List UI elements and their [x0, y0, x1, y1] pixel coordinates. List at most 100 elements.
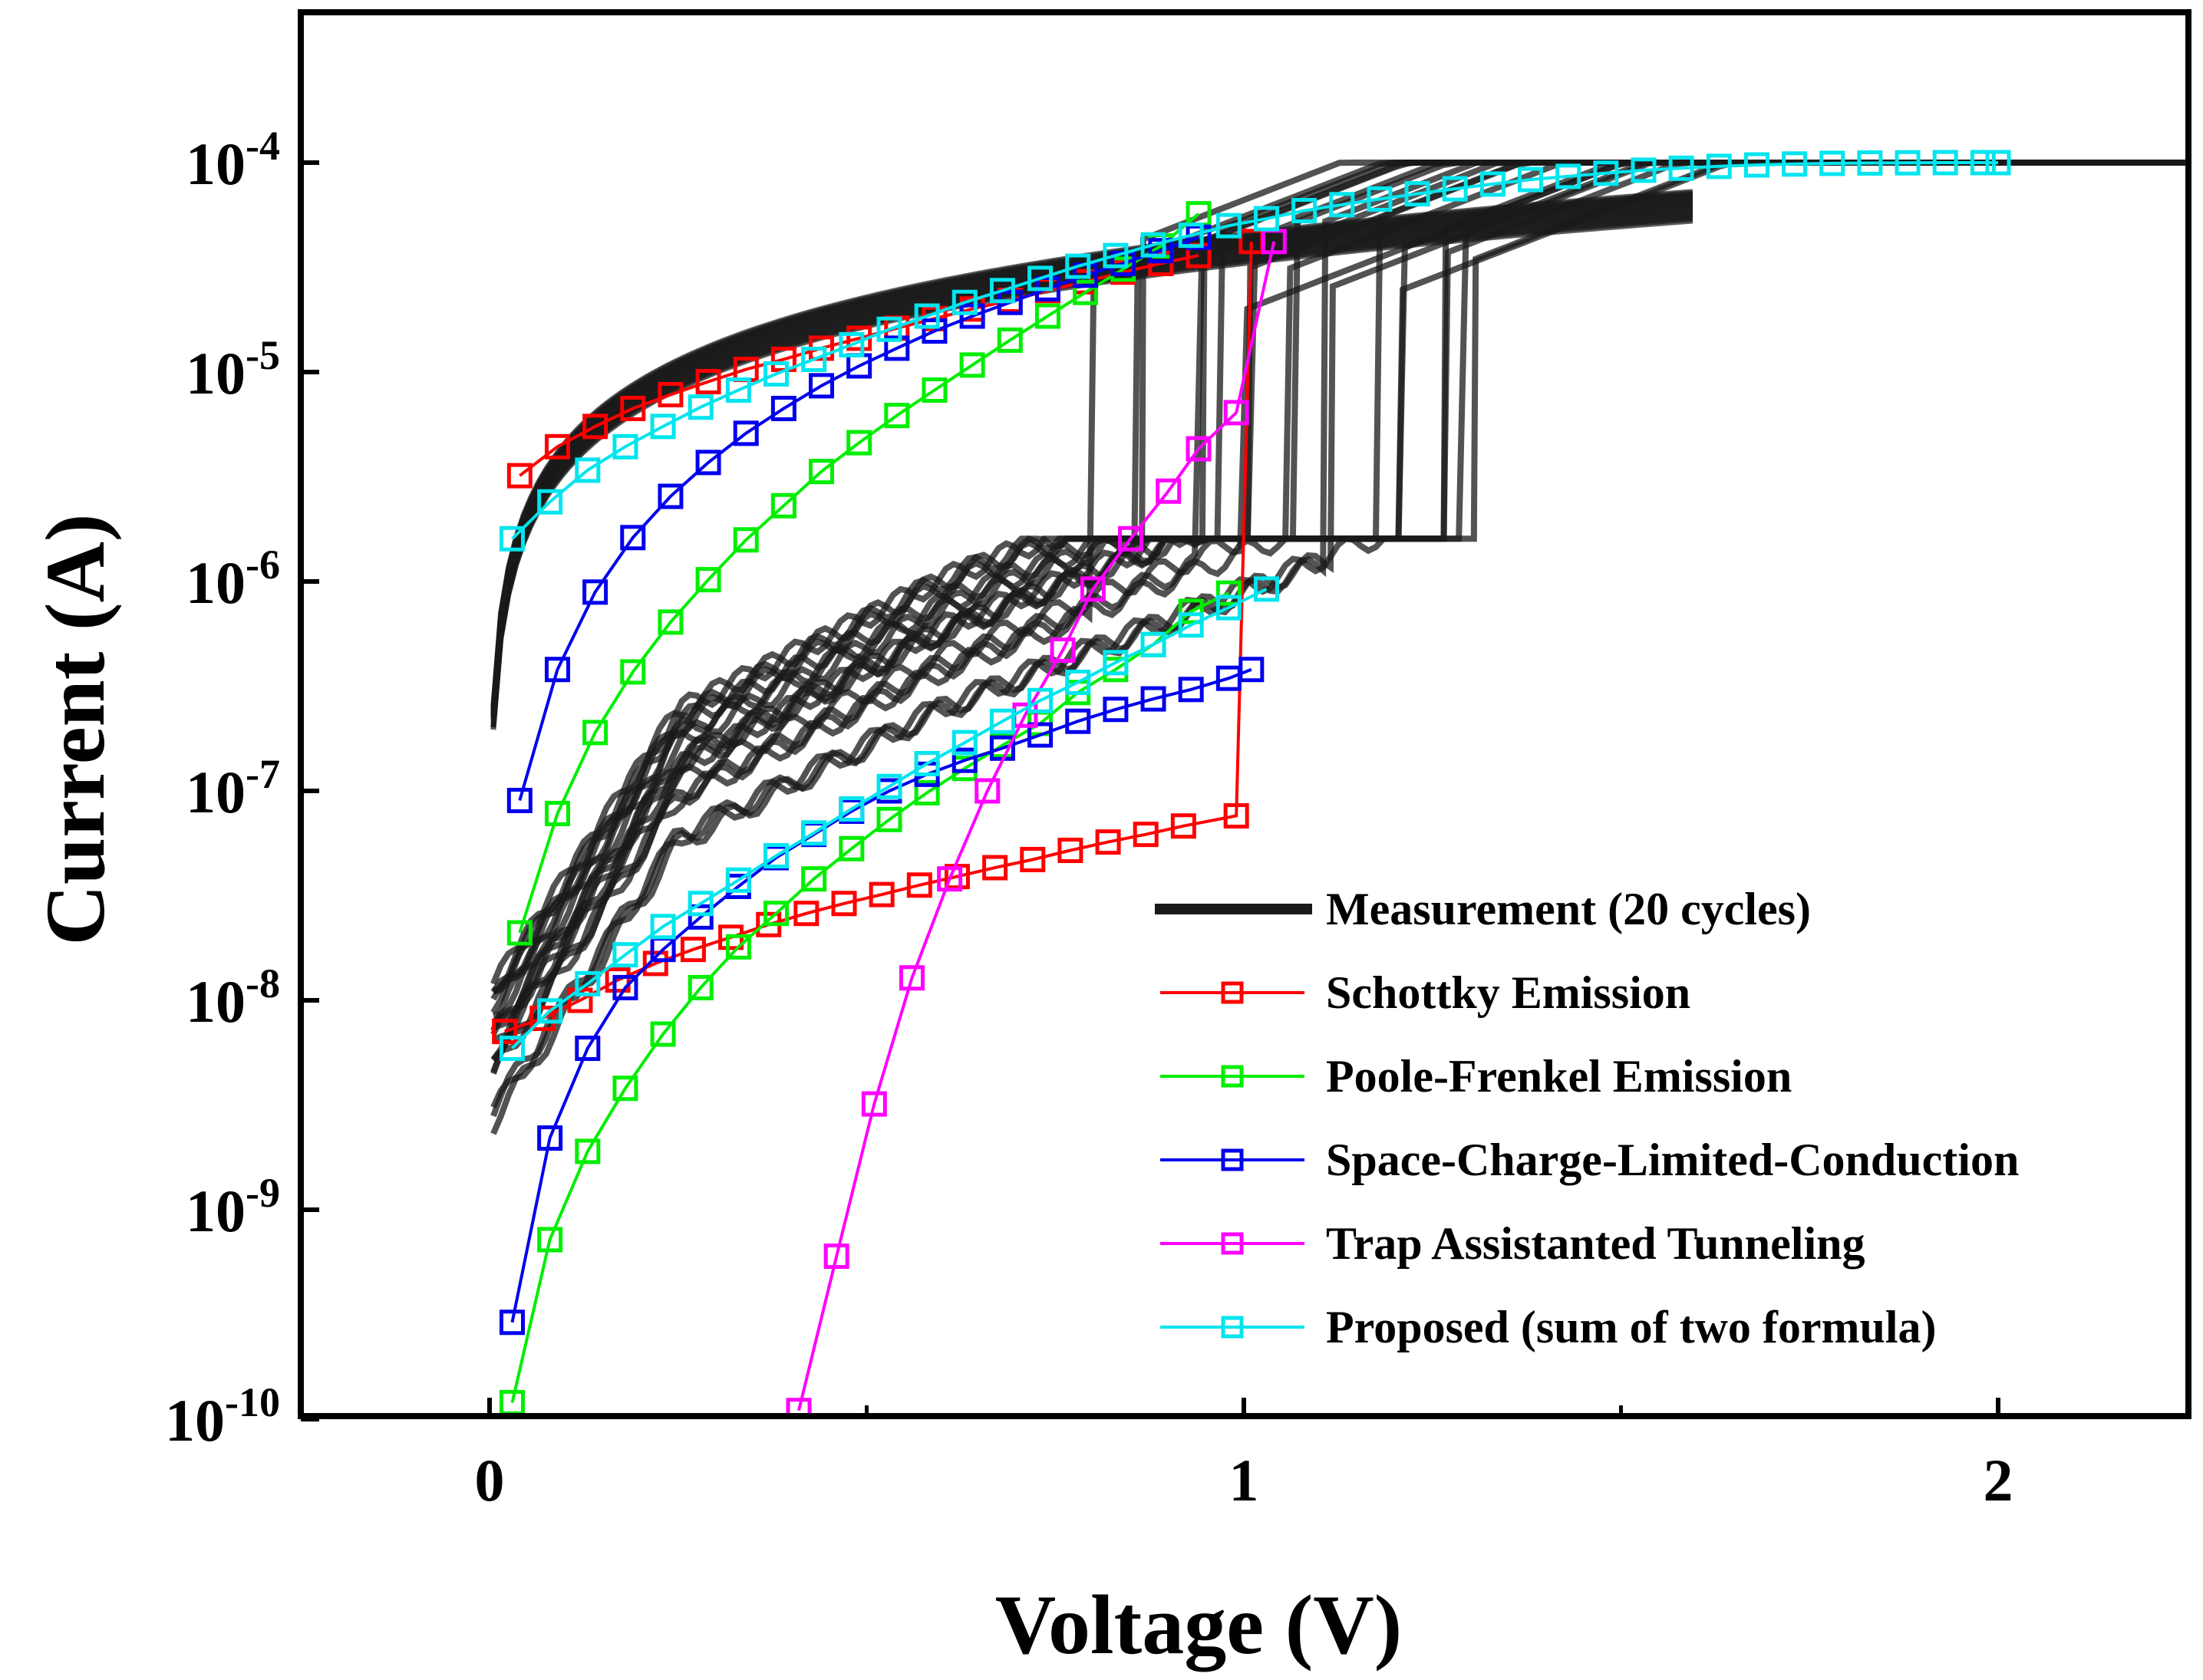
- x-tick-label-3: 2: [1984, 1447, 2013, 1514]
- series-3-lrs-point-6: [695, 450, 721, 476]
- series-5-lrs-point-21: [1253, 206, 1279, 232]
- series-5-lrs-point-38: [1895, 150, 1921, 176]
- series-1-hrs-point-10: [831, 891, 857, 917]
- legend-marker-2: [1221, 981, 1244, 1004]
- series-5-lrs-point-11: [876, 316, 902, 342]
- series-3-hrs-point-18: [1140, 686, 1166, 712]
- series-3-lrs-point-1: [506, 787, 533, 813]
- legend-label-1: Measurement (20 cycles): [1326, 884, 1811, 934]
- series-5-hrs-point-3: [575, 970, 601, 996]
- series-1-lrs-point-1: [506, 463, 533, 489]
- series-2-hrs-point-3: [575, 1138, 601, 1164]
- series-5-hrs-point-13: [951, 730, 978, 756]
- series-3-lrs-point-8: [770, 395, 796, 421]
- series-5-lrs-point-34: [1743, 152, 1769, 178]
- series-5-lrs-point-27: [1479, 171, 1505, 197]
- series-3-lrs-point-12: [922, 318, 948, 344]
- series-1-hrs-point-11: [869, 881, 895, 908]
- series-1-hrs-point-14: [982, 855, 1008, 881]
- y-tick-label-2: 10-5: [186, 332, 280, 407]
- series-1-lrs-point-18: [1148, 250, 1174, 276]
- series-5-lrs-point-5: [650, 413, 676, 440]
- series-5-lrs-point-6: [688, 394, 714, 420]
- series-5-lrs-point-26: [1442, 176, 1468, 202]
- series-3-hrs-point-1: [499, 1309, 525, 1336]
- legend-marker-4: [1221, 1148, 1244, 1171]
- y-axis-title: Current (A): [28, 513, 122, 945]
- series-1-hrs-point-19: [1170, 813, 1196, 839]
- series-2-lrs-point-16: [1073, 279, 1099, 305]
- series-1-hrs-point-4: [605, 967, 631, 993]
- series-1-hrs-point-17: [1095, 829, 1121, 855]
- model-series: [492, 150, 2011, 1416]
- series-2-hrs-point-9: [801, 866, 827, 892]
- series-3-lrs-point-9: [809, 373, 835, 399]
- series-1-lrs-point-5: [658, 381, 684, 407]
- series-5-lrs-point-40: [1970, 150, 1996, 176]
- series-5-lrs-point-14: [989, 278, 1015, 304]
- series-2-hrs-point-19: [1178, 598, 1204, 624]
- series-5-lrs-point-8: [763, 361, 790, 387]
- series-4-hrs-point-2: [823, 1244, 849, 1270]
- series-5-lrs-point-23: [1329, 192, 1355, 218]
- series-5-hrs-point-6: [688, 891, 714, 917]
- series-3-hrs-line: [510, 667, 1252, 1323]
- series-1-hrs-point-13: [944, 864, 970, 890]
- series-1-hrs-point-20: [1223, 803, 1249, 829]
- series-2-lrs-point-3: [582, 720, 608, 746]
- series-5-lrs-point-16: [1065, 253, 1091, 279]
- series-1-hrs-point-12: [906, 872, 932, 898]
- series-5-lrs-point-9: [801, 346, 827, 372]
- series-5-lrs-point-29: [1555, 163, 1581, 189]
- series-5-lrs-point-30: [1593, 160, 1619, 186]
- series-4-hrs-point-8: [1050, 637, 1076, 664]
- series-5-lrs-point-36: [1819, 150, 1845, 176]
- series-5-lrs-point-32: [1668, 155, 1694, 181]
- series-3-lrs-point-11: [884, 335, 910, 361]
- series-2-hrs-point-7: [725, 934, 751, 960]
- series-2-hrs-point-5: [650, 1021, 676, 1047]
- series-2-hrs-point-10: [839, 835, 865, 861]
- series-2-lrs-point-9: [809, 459, 835, 485]
- series-2-lrs-point-1: [506, 920, 533, 946]
- series-5-lrs-point-24: [1367, 186, 1393, 212]
- series-4-hrs-line: [797, 241, 1276, 1412]
- series-5-lrs-point-4: [612, 433, 638, 460]
- series-4-hrs-point-5: [937, 866, 963, 892]
- series-1-lrs-point-6: [695, 368, 721, 394]
- x-axis: 0 1 2: [475, 1398, 2013, 1514]
- legend-label-4: Space-Charge-Limited-Conduction: [1326, 1135, 2019, 1185]
- series-3-hrs-point-13: [951, 747, 978, 773]
- series-1-hrs-point-18: [1133, 822, 1159, 848]
- series-4-hrs-point-6: [975, 778, 1001, 804]
- series-2-hrs-point-8: [763, 901, 790, 927]
- series-2-lrs-point-8: [770, 492, 796, 519]
- series-5-hrs-point-18: [1140, 631, 1166, 657]
- series-1-lrs-point-2: [544, 433, 570, 460]
- x-axis-title: Voltage (V): [995, 1578, 1403, 1672]
- series-2-lrs-point-12: [922, 377, 948, 404]
- series-1-hrs-point-1: [492, 1019, 518, 1045]
- series-2-lrs-point-5: [658, 609, 684, 635]
- y-tick-label-6: 10-9: [186, 1170, 280, 1244]
- series-5-lrs-point-18: [1140, 232, 1166, 258]
- series-5-lrs-point-19: [1178, 222, 1204, 249]
- series-1-hrs-point-6: [680, 937, 706, 963]
- series-2-hrs-point-12: [914, 779, 940, 805]
- series-3-lrs-point-18: [1148, 238, 1174, 264]
- series-3-hrs-point-4: [612, 974, 638, 1000]
- series-5-lrs-point-2: [537, 489, 563, 515]
- series-5-lrs-point-13: [951, 289, 978, 315]
- series-5-hrs-point-19: [1178, 612, 1204, 638]
- y-tick-label-3: 10-6: [186, 542, 280, 616]
- series-5-lrs-point-39: [1932, 150, 1958, 176]
- series-5-hrs-point-7: [725, 867, 751, 893]
- series-5-hrs-point-2: [537, 998, 563, 1024]
- series-5-hrs-point-11: [876, 773, 902, 799]
- series-2-hrs-point-20: [1215, 580, 1242, 606]
- measurement-lrs-curve-20: [490, 189, 1693, 706]
- series-5-hrs-point-15: [1027, 687, 1054, 713]
- series-1-hrs-point-16: [1057, 838, 1083, 864]
- series-3-hrs-point-15: [1027, 722, 1054, 748]
- series-2-lrs-point-10: [846, 430, 872, 456]
